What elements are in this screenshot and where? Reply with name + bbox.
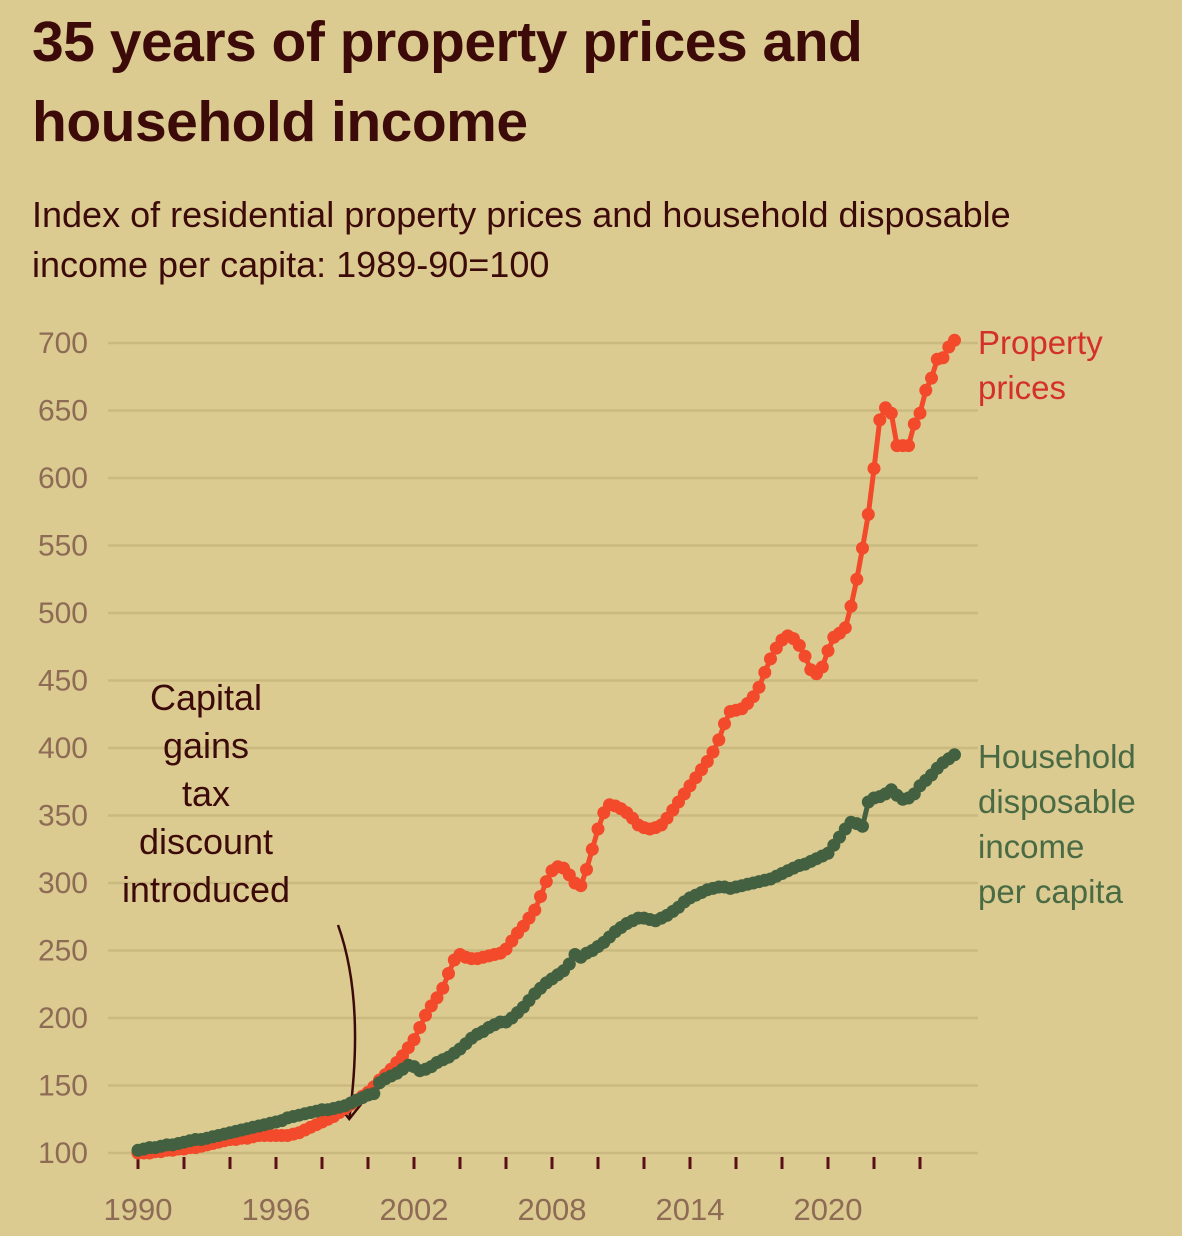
data-point bbox=[919, 383, 933, 397]
data-point bbox=[534, 890, 547, 903]
data-point bbox=[873, 413, 887, 427]
series-label-household-income: per capita bbox=[978, 873, 1124, 910]
x-axis-labels: 1990 1996 2002 2008 2014 2020 bbox=[104, 1192, 863, 1227]
x-axis-ticks bbox=[136, 1157, 922, 1169]
annotation: Capital gains tax discount introduced bbox=[122, 677, 363, 1122]
data-point bbox=[562, 957, 576, 971]
series bbox=[131, 333, 961, 1160]
data-point bbox=[902, 439, 915, 453]
data-point bbox=[413, 1021, 427, 1034]
series-label-property-prices: Property bbox=[978, 324, 1103, 361]
data-point bbox=[856, 541, 869, 555]
data-point bbox=[838, 621, 852, 635]
series-property-prices bbox=[131, 333, 961, 1160]
y-tick-label: 700 bbox=[38, 327, 88, 360]
y-tick-label: 250 bbox=[38, 934, 88, 967]
data-point bbox=[815, 660, 829, 674]
data-point bbox=[792, 638, 806, 652]
series-label-household-income: Household bbox=[978, 738, 1136, 775]
annotation-text-line: Capital bbox=[150, 677, 262, 718]
data-point bbox=[712, 733, 726, 747]
data-point bbox=[758, 665, 772, 679]
annotation-text-line: gains bbox=[163, 725, 249, 766]
y-axis-labels: 100 150 200 250 300 350 400 450 500 550 600 650 700 bbox=[38, 327, 88, 1170]
x-tick-label: 2008 bbox=[518, 1192, 587, 1227]
data-point bbox=[539, 875, 553, 889]
data-point bbox=[528, 903, 542, 917]
y-tick-label: 150 bbox=[38, 1069, 88, 1102]
annotation-text-line: introduced bbox=[122, 869, 290, 910]
data-point bbox=[907, 417, 921, 431]
data-point bbox=[821, 644, 835, 658]
annotation-text-line: tax bbox=[182, 773, 230, 814]
data-point bbox=[585, 842, 599, 856]
annotation-text-line: discount bbox=[139, 821, 273, 862]
data-point bbox=[844, 599, 858, 613]
data-point bbox=[850, 572, 864, 586]
data-point bbox=[442, 967, 455, 980]
data-point bbox=[419, 1008, 432, 1022]
x-tick-label: 2020 bbox=[794, 1192, 863, 1227]
data-point bbox=[856, 819, 869, 833]
data-point bbox=[430, 991, 444, 1005]
y-tick-label: 100 bbox=[38, 1137, 88, 1170]
x-tick-label: 1990 bbox=[104, 1192, 173, 1227]
series-line bbox=[137, 752, 956, 1153]
data-point bbox=[407, 1033, 421, 1047]
series-label-property-prices: prices bbox=[978, 369, 1066, 406]
x-tick-label: 1996 bbox=[242, 1192, 311, 1227]
chart-title: 35 years of property prices and househol… bbox=[32, 10, 863, 154]
series-labels: Property prices Household disposable income p… bbox=[978, 324, 1136, 910]
data-point bbox=[764, 652, 777, 666]
data-point bbox=[746, 690, 760, 704]
y-tick-label: 650 bbox=[38, 394, 88, 427]
y-tick-label: 350 bbox=[38, 799, 88, 832]
data-point bbox=[798, 649, 812, 663]
series-household-income bbox=[131, 748, 961, 1157]
x-tick-label: 2014 bbox=[656, 1192, 725, 1227]
data-point bbox=[752, 680, 766, 694]
data-point bbox=[706, 745, 720, 759]
data-point bbox=[718, 717, 731, 731]
y-tick-label: 550 bbox=[38, 529, 88, 562]
data-point bbox=[861, 507, 875, 521]
data-point bbox=[913, 406, 927, 420]
data-point bbox=[925, 371, 938, 385]
y-tick-label: 400 bbox=[38, 732, 88, 765]
y-tick-label: 450 bbox=[38, 664, 88, 697]
data-point bbox=[436, 981, 450, 995]
y-tick-label: 600 bbox=[38, 462, 88, 495]
chart-subtitle: Index of residential property prices and… bbox=[32, 194, 1011, 285]
data-point bbox=[591, 822, 605, 836]
data-point bbox=[884, 406, 898, 420]
data-point bbox=[948, 333, 961, 347]
series-line bbox=[138, 338, 957, 1156]
y-tick-label: 300 bbox=[38, 867, 88, 900]
data-point bbox=[948, 748, 961, 762]
series-label-household-income: income bbox=[978, 828, 1084, 865]
data-point bbox=[367, 1087, 381, 1101]
data-point bbox=[580, 863, 593, 876]
data-point bbox=[700, 755, 714, 768]
data-point bbox=[867, 462, 881, 475]
series-label-household-income: disposable bbox=[978, 783, 1136, 820]
data-point bbox=[936, 351, 950, 365]
annotation-arrow-shaft bbox=[336, 924, 357, 1120]
x-tick-label: 2002 bbox=[380, 1192, 449, 1227]
y-tick-label: 200 bbox=[38, 1002, 88, 1035]
data-point bbox=[574, 879, 588, 893]
y-tick-label: 500 bbox=[38, 597, 88, 630]
